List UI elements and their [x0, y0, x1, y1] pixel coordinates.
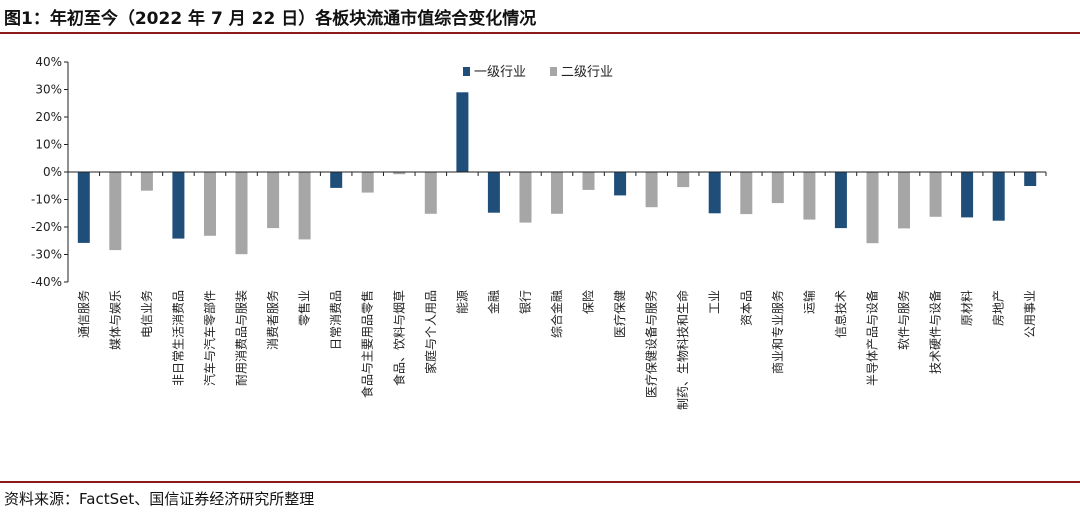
- x-category-label: 食品、饮料与烟草: [391, 290, 406, 386]
- x-category-label: 信息技术: [833, 290, 848, 338]
- bar-level2: [424, 172, 437, 214]
- y-tick-label: -40%: [31, 275, 62, 289]
- bar-level1: [1024, 172, 1037, 186]
- bar-level1: [708, 172, 721, 214]
- bar-level1: [992, 172, 1005, 221]
- x-category-label: 综合金融: [549, 290, 564, 338]
- x-category-label: 原材料: [960, 290, 974, 326]
- x-category-label: 通信服务: [76, 290, 91, 338]
- bar-level2: [204, 172, 216, 236]
- x-category-label: 资本品: [739, 290, 753, 326]
- legend-label-level2: 二级行业: [561, 65, 613, 80]
- top-rule: [0, 32, 1080, 34]
- bar-level2: [740, 172, 753, 215]
- bar-level1: [330, 172, 343, 188]
- bar-level1: [834, 172, 847, 229]
- x-category-label: 金融: [486, 290, 501, 314]
- bar-level2: [645, 172, 658, 208]
- bar-level2: [298, 172, 311, 240]
- x-category-label: 零售业: [297, 290, 312, 326]
- x-category-label: 工业: [708, 290, 722, 314]
- x-category-label: 保险: [581, 290, 596, 314]
- x-category-label: 消费者服务: [265, 290, 280, 350]
- x-category-label: 日常消费品: [329, 290, 343, 350]
- x-category-label: 食品与主要用品零售: [360, 290, 375, 398]
- x-category-label: 运输: [801, 290, 816, 314]
- legend-swatch-level2: [550, 67, 557, 76]
- bar-level2: [898, 172, 910, 229]
- legend-swatch-level1: [463, 67, 470, 76]
- bar-level2: [929, 172, 942, 217]
- x-category-label: 耐用消费品与服装: [235, 290, 249, 386]
- y-tick-label: -10%: [31, 193, 62, 207]
- x-category-label: 非日常生活消费品: [171, 290, 185, 386]
- bar-level1: [172, 172, 185, 239]
- bar-level2: [393, 172, 406, 175]
- x-category-label: 银行: [518, 290, 532, 314]
- bar-level1: [614, 172, 627, 196]
- x-category-label: 房地产: [991, 290, 1006, 326]
- bar-level2: [235, 172, 248, 255]
- bar-level2: [551, 172, 563, 214]
- x-category-label: 制药、生物科技和生命: [675, 290, 690, 410]
- x-category-label: 医疗保健: [613, 290, 627, 338]
- legend-label-level1: 一级行业: [474, 65, 526, 80]
- y-tick-label: -30%: [31, 248, 62, 262]
- x-category-label: 软件与服务: [896, 290, 911, 350]
- y-tick-label: 0%: [43, 165, 62, 179]
- y-tick-label: 30%: [35, 83, 62, 97]
- bar-level1: [456, 92, 469, 173]
- x-category-label: 家庭与个人用品: [423, 290, 438, 374]
- bar-level2: [582, 172, 595, 190]
- x-category-label: 公用事业: [1023, 290, 1037, 338]
- x-category-label: 商业和专业服务: [770, 290, 785, 374]
- bar-level2: [771, 172, 784, 204]
- bottom-rule: [0, 481, 1080, 483]
- x-category-label: 媒体与娱乐: [108, 290, 122, 350]
- bar-level2: [519, 172, 532, 223]
- bar-level1: [961, 172, 974, 218]
- x-category-label: 医疗保健设备与服务: [644, 290, 659, 398]
- bar-level2: [140, 172, 153, 191]
- x-category-label: 能源: [455, 290, 469, 314]
- y-tick-label: -20%: [31, 220, 62, 234]
- x-category-label: 汽车与汽车零部件: [202, 290, 217, 386]
- x-category-label: 半导体产品与设备: [865, 290, 879, 386]
- bar-level2: [803, 172, 816, 220]
- x-category-label: 电信业务: [139, 290, 154, 338]
- figure-title: 图1：年初至今（2022 年 7 月 22 日）各板块流通市值综合变化情况: [4, 9, 537, 29]
- bar-chart: 40% 30% 20% 10% 0% -10% -20% -30% -40% 通信服务 媒体与娱乐 电…: [31, 55, 1047, 410]
- bar-level2: [267, 172, 280, 229]
- bar-level2: [677, 172, 690, 188]
- bar-level2: [109, 172, 122, 251]
- y-tick-label: 10%: [35, 138, 62, 152]
- bar-level2: [361, 172, 374, 193]
- y-tick-label: 40%: [35, 55, 62, 69]
- bar-level2: [866, 172, 879, 244]
- y-tick-label: 20%: [35, 110, 62, 124]
- source-note: 资料来源：FactSet、国信证券经济研究所整理: [4, 490, 315, 508]
- bar-level1: [77, 172, 90, 243]
- bar-level1: [487, 172, 500, 213]
- x-category-label: 技术硬件与设备: [929, 290, 943, 374]
